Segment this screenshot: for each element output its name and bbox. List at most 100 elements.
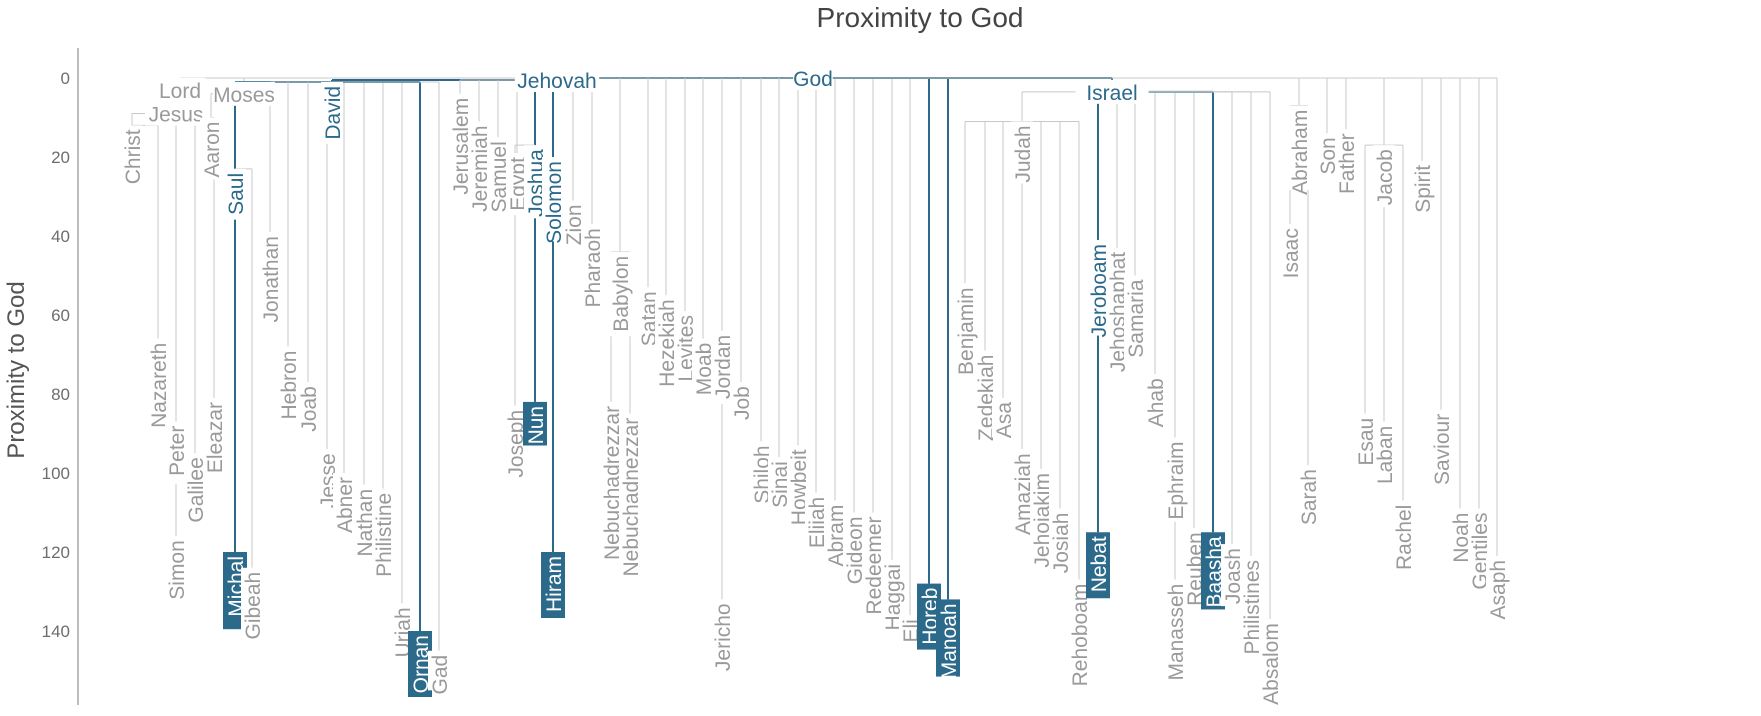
node-label-bg-jehoiakim [1030,469,1052,576]
node-eleazar: Eleazar [203,397,227,483]
node-box-nun [523,401,547,446]
node-label-saul: Saul [225,173,248,215]
node-label-bg-david [321,81,343,144]
node-label-abraham: Abraham [1289,110,1312,195]
node-label-bg-jesus [145,101,207,126]
node-label-jacob: Jacob [1374,149,1397,205]
node-nebat: Nebat [1086,532,1111,599]
node-label-bg-eli [899,615,921,655]
node-label-amaziah: Amaziah [1012,453,1035,535]
node-label-bg-haggai [881,559,903,634]
node-label-bg-elijah [805,492,827,566]
node-label-bg-nebuchadrezzar [600,401,622,565]
node-label-bg-joab [297,382,319,433]
node-philistines: Philistines [1240,555,1264,686]
node-god: God [793,66,833,91]
node-label-bg-samaria [1124,275,1146,360]
node-label-jehoiakim: Jehoiakim [1031,473,1054,568]
node-label-bg-esau [1354,413,1376,465]
chart-title: Proximity to God [817,2,1024,33]
y-tick-label: 0 [61,69,70,88]
node-sinai: Sinai [768,457,792,520]
node-label-god: God [793,68,833,91]
y-tick-label: 40 [51,227,70,246]
node-ahab: Ahab [1144,374,1168,427]
node-amaziah: Amaziah [1011,449,1035,535]
node-saviour: Saviour [1430,409,1454,495]
node-christ: Christ [121,125,145,199]
node-jerusalem: Jerusalem [449,93,473,201]
node-moses: Moses [213,81,275,107]
node-label-bg-joash [1221,544,1243,607]
node-label-bg-noah [1449,508,1471,560]
node-redeemer: Redeemer [862,512,886,615]
node-elijah: Elijah [805,492,829,566]
node-label-moses: Moses [213,84,275,107]
node-noah: Noah [1449,508,1473,563]
node-benjamin: Benjamin [954,283,978,379]
node-label-hezekiah: Hezekiah [656,299,679,387]
node-label-bg-jonathan [259,232,281,328]
node-label-bg-asaph [1486,555,1508,618]
y-tick-label: 140 [42,622,70,641]
node-manasseh: Manasseh [1164,579,1188,681]
node-babylon: Babylon [609,251,633,337]
node-label-bg-philistines [1240,555,1262,686]
node-label-aaron: Aaron [201,122,224,178]
node-label-pharaoh: Pharaoh [582,228,605,307]
node-label-baasha: Baasha [1203,536,1226,608]
node-label-bg-gideon [843,512,865,586]
node-label-bg-lord [154,77,206,102]
node-label-bg-egypt [506,153,528,216]
node-label-bg-saviour [1430,409,1452,495]
node-box-nebat [1086,532,1110,599]
node-nazareth: Nazareth [147,338,171,435]
node-joab: Joab [297,382,321,433]
node-abraham: Abraham [1288,105,1312,195]
node-galilee: Galilee [184,453,208,538]
node-label-samaria: Samaria [1125,279,1148,358]
node-label-lord: Lord [159,80,201,103]
node-jesus: Jesus [145,101,207,127]
node-label-asaph: Asaph [1487,560,1510,620]
node-label-ephraim: Ephraim [1165,441,1188,519]
node-label-bg-laban [1373,421,1395,484]
node-label-ornan: Ornan [410,635,433,693]
node-label-bg-solomon [542,157,564,242]
node-label-nazareth: Nazareth [148,343,171,428]
node-label-nathan: Nathan [354,489,377,557]
node-label-bg-hebron [277,346,299,420]
node-label-bg-jesse [316,449,338,512]
node-label-bg-judah [1011,121,1033,184]
node-label-spirit: Spirit [1412,165,1435,213]
node-label-bg-pharaoh [581,224,603,309]
node-label-gideon: Gideon [844,517,867,585]
node-josiah: Josiah [1049,508,1073,582]
node-label-bg-absalom [1259,619,1281,704]
node-label-philistines: Philistines [1241,560,1264,655]
node-label-bg-rehoboam [1068,579,1090,676]
node-label-bg-josiah [1049,508,1071,582]
node-philistine: Philistine [372,488,396,607]
node-label-judah: Judah [1012,125,1035,182]
y-tick-label: 120 [42,543,70,562]
node-label-josiah: Josiah [1050,513,1073,574]
node-label-bg-simon [165,536,187,599]
node-label-bg-gibeah [241,567,263,641]
node-label-bg-spirit [1411,160,1433,235]
node-simon: Simon [165,536,189,600]
node-gideon: Gideon [843,512,867,586]
node-label-bg-philistine [372,488,394,607]
node-abram: Abram [824,500,848,567]
node-label-absalom: Absalom [1260,623,1283,705]
node-label-hiram: Hiram [543,556,566,612]
node-label-bg-babylon [609,251,631,337]
node-label-bg-zedekiah [974,350,996,447]
node-label-manasseh: Manasseh [1165,584,1188,681]
node-samuel: Samuel [487,137,511,212]
node-label-bg-joshua [524,145,546,219]
node-rachel: Rachel [1392,500,1416,574]
node-label-jesus: Jesus [149,104,204,127]
node-label-bg-son [1316,133,1338,173]
